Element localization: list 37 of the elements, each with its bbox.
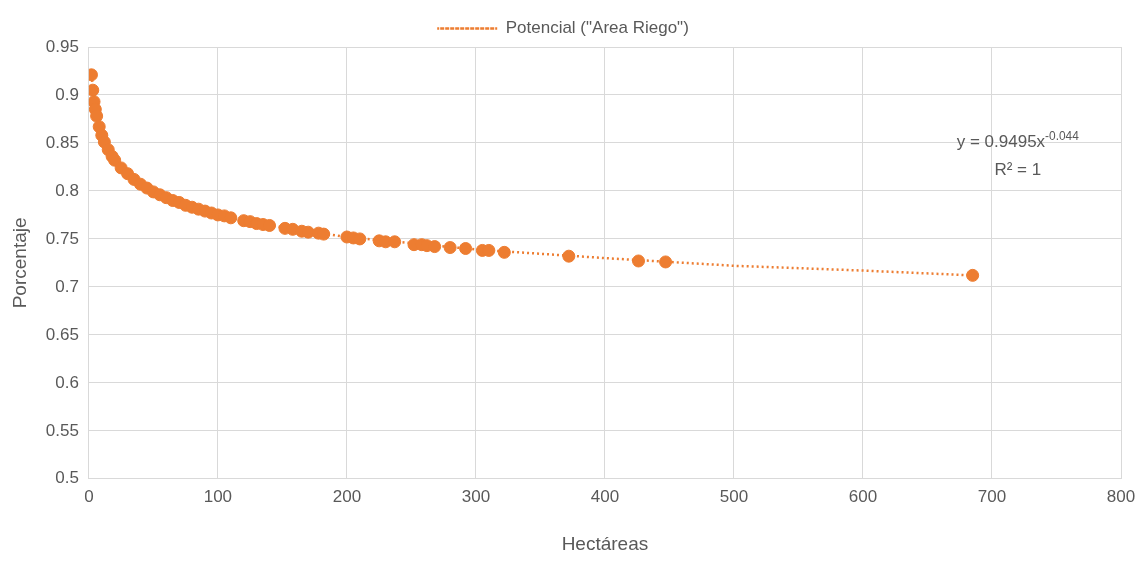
- point: [224, 211, 238, 225]
- x-tick-label: 500: [719, 486, 749, 506]
- point: [659, 255, 673, 269]
- point: [966, 268, 980, 282]
- x-tick-label: 400: [590, 486, 620, 506]
- point: [459, 242, 473, 256]
- point: [88, 83, 100, 97]
- y-tick-label: 0.55: [45, 420, 79, 440]
- y-tick-label: 0.95: [45, 36, 79, 56]
- legend-label: Potencial ("Area Riego"): [505, 18, 689, 38]
- point: [90, 109, 104, 123]
- x-tick-label: 0: [84, 486, 94, 506]
- y-tick-label: 0.6: [55, 372, 79, 392]
- point: [631, 254, 645, 268]
- point: [562, 249, 576, 263]
- x-axis-title: Hectáreas: [561, 532, 649, 554]
- y-tick-label: 0.9: [55, 84, 79, 104]
- y-tick-label: 0.8: [55, 180, 79, 200]
- point: [388, 235, 402, 249]
- point: [497, 245, 511, 259]
- x-tick-label: 300: [461, 486, 491, 506]
- y-tick-label: 0.65: [45, 324, 79, 344]
- point: [428, 240, 442, 254]
- point: [443, 241, 457, 255]
- annotation: R² = 1: [994, 160, 1042, 179]
- y-tick-label: 0.5: [55, 468, 79, 488]
- point: [353, 232, 367, 246]
- x-tick-label: 600: [848, 486, 878, 506]
- x-tick-label: 200: [332, 486, 362, 506]
- x-tick-label: 100: [203, 486, 233, 506]
- y-tick-label: 0.85: [45, 132, 79, 152]
- y-axis-title: Porcentaje: [8, 217, 30, 309]
- x-tick-label: 800: [1106, 486, 1136, 506]
- x-tick-label: 700: [977, 486, 1007, 506]
- y-tick-label: 0.75: [45, 228, 79, 248]
- point: [263, 218, 277, 232]
- y-tick-label: 0.7: [55, 276, 79, 296]
